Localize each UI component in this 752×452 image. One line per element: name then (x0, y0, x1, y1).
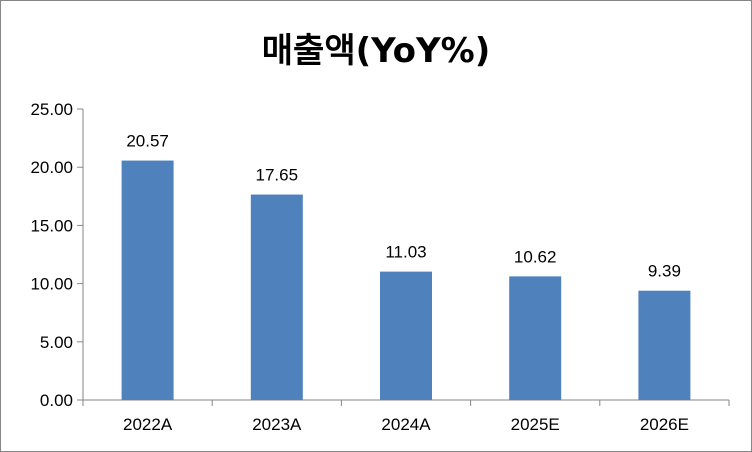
y-tick-label: 10.00 (30, 275, 73, 294)
chart-title: 매출액(YoY%) (261, 31, 491, 71)
data-label-2025E: 10.62 (514, 247, 557, 266)
y-tick-label: 15.00 (30, 216, 73, 235)
bar-2023A (250, 194, 303, 400)
bar-series (121, 160, 691, 400)
data-label-2023A: 17.65 (256, 166, 299, 185)
y-tick-label: 25.00 (30, 100, 73, 119)
chart-labels: 0.00 5.00 10.00 15.00 20.00 25.00 20.57 2022A 17… (30, 100, 689, 434)
y-tick-label: 0.00 (40, 391, 73, 410)
bar-2026E (638, 290, 691, 400)
bar-2024A (380, 271, 432, 400)
x-tick-label-2025E: 2025E (511, 415, 560, 434)
x-tick-label-2026E: 2026E (640, 415, 689, 434)
x-tick-label-2023A: 2023A (252, 415, 302, 434)
y-tick-label: 5.00 (40, 333, 73, 352)
x-tick-label-2022A: 2022A (123, 415, 173, 434)
y-tick-label: 20.00 (30, 158, 73, 177)
data-label-2024A: 11.03 (385, 243, 426, 262)
x-tick-label-2024A: 2024A (381, 415, 431, 434)
data-label-2026E: 9.39 (648, 262, 681, 281)
data-label-2022A: 20.57 (126, 132, 169, 151)
bar-2025E (509, 276, 562, 400)
bar-2022A (121, 160, 174, 400)
